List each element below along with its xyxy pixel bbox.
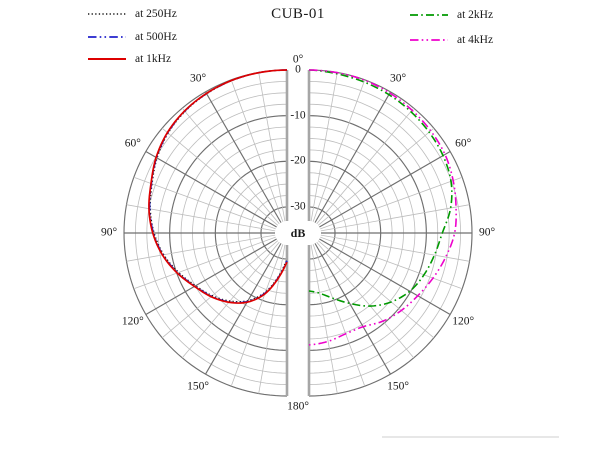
grid-spoke-minor [133,176,276,230]
legend-left-item-0: at 250Hz [88,3,177,26]
grid-spoke-major [314,243,391,375]
grid-spoke-minor [320,204,470,232]
grid-spoke-minor [320,236,463,290]
legend-left: at 250Hz at 500Hz at 1kHz [88,3,177,71]
grid-spoke-minor [181,241,280,359]
angle-label-left-90: 90° [100,226,118,239]
grid-spoke-minor [258,72,286,222]
angle-label-right-90: 90° [478,226,496,239]
grid-spoke-minor [320,176,463,230]
grid-spoke-major [319,238,451,315]
grid-spoke-minor [317,240,435,339]
curve-at-2khz [308,69,453,307]
grid-spoke-minor [230,244,284,387]
grid-spoke-minor [310,72,338,222]
legend-label: at 1kHz [135,53,172,66]
legend-right-item-0: at 2kHz [410,2,493,27]
grid-spoke-minor [230,79,284,222]
angle-label-left-120: 120° [121,315,144,328]
bottom-divider-line [382,436,559,438]
db-unit-label: dB [290,226,306,240]
db-tick--30: -30 [290,200,306,213]
angle-label-left-30: 30° [189,72,207,85]
grid-spoke-minor [312,244,366,387]
curve-at-1khz [148,69,288,304]
angle-label-left-150: 150° [187,380,209,393]
legend-label: at 2kHz [457,8,494,21]
db-tick--20: -20 [290,154,306,167]
legend-left-item-1: at 500Hz [88,26,177,49]
grid-spoke-minor [316,241,415,359]
curve-at-250hz [149,69,288,303]
grid-spoke-minor [133,236,276,290]
grid-spoke-minor [310,244,338,394]
legend-right: at 2kHz at 4kHz [410,2,493,52]
grid-spoke-minor [312,79,366,222]
angle-label-left-60: 60° [124,137,141,150]
grid-spoke-minor [181,107,280,225]
grid-spoke-major [145,238,277,315]
legend-line-swatch-icon [410,38,448,41]
grid-spoke-minor [316,107,415,225]
legend-label: at 4kHz [457,33,494,46]
grid-spoke-minor [320,234,470,262]
polar-grid [123,69,473,397]
legend-label: at 250Hz [135,8,177,21]
legend-left-item-2: at 1kHz [88,48,177,71]
legend-label: at 500Hz [135,30,177,43]
grid-spoke-minor [126,204,276,232]
legend-line-swatch-icon [88,58,126,61]
legend-line-swatch-icon [410,13,448,16]
db-tick-0: 0 [295,63,301,76]
chart-title: CUB-01 [271,6,325,22]
grid-spoke-minor [258,244,286,394]
angle-label-right-120: 120° [452,315,475,328]
grid-spoke-major [314,91,391,223]
db-tick--10: -10 [290,108,306,121]
grid-spoke-major [205,243,282,375]
angle-label-180: 180° [287,400,309,413]
grid-spoke-major [205,91,282,223]
grid-spoke-major [145,151,277,228]
angle-label-0: 0° [292,53,304,66]
legend-line-swatch-icon [88,35,126,38]
grid-spoke-major [319,151,451,228]
angle-label-right-30: 30° [389,72,407,85]
grid-spoke-minor [161,127,279,226]
grid-spoke-minor [161,240,279,339]
grid-spoke-minor [317,127,435,226]
grid-spoke-minor [126,234,276,262]
legend-right-item-1: at 4kHz [410,27,493,52]
angle-label-right-150: 150° [387,380,409,393]
legend-line-swatch-icon [88,13,126,15]
angle-label-right-60: 60° [455,137,472,150]
curve-at-4khz [308,69,457,346]
polar-curves [148,69,457,346]
